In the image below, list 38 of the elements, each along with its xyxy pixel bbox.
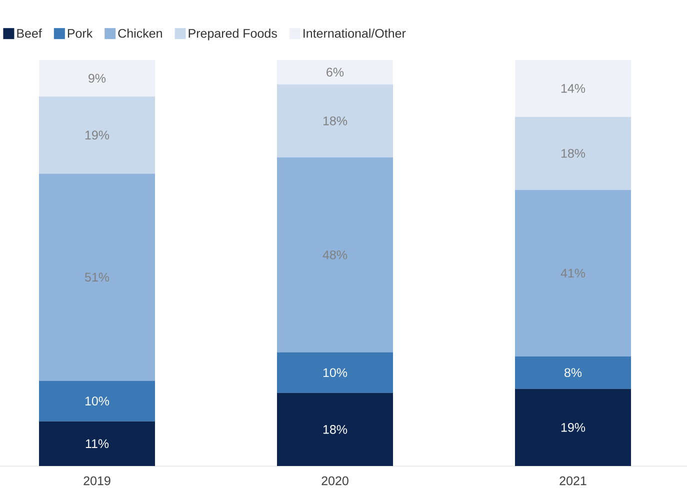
bar (277, 60, 394, 84)
data-label: 11% (86, 439, 109, 448)
data-label: 10% (85, 396, 110, 406)
bar (515, 356, 632, 389)
legend-label: Pork (68, 28, 93, 38)
x-tick-label: 2021 (560, 476, 586, 486)
data-label: 41% (560, 268, 586, 278)
data-label: 10% (323, 368, 348, 378)
bar (39, 96, 156, 174)
data-label: 51% (85, 272, 110, 282)
bar (39, 380, 156, 422)
legend-label: Chicken (118, 28, 162, 38)
data-label: 8% (564, 368, 582, 378)
legend-label: Beef (17, 28, 42, 38)
legend-label: International/Other (304, 28, 406, 38)
x-tick-label: 2020 (322, 476, 348, 486)
bar (277, 392, 394, 466)
bar (277, 84, 394, 158)
data-label: 18% (561, 148, 586, 158)
data-label: 48% (322, 250, 348, 260)
bar (39, 60, 156, 97)
data-label: 18% (323, 116, 348, 126)
x-tick-label: 2019 (84, 476, 110, 486)
bar (39, 174, 156, 381)
bar (515, 388, 632, 466)
data-label: 18% (323, 425, 348, 434)
data-label: 14% (561, 84, 586, 93)
data-label: 19% (85, 130, 110, 140)
bar (39, 421, 156, 466)
data-label: 19% (561, 423, 586, 432)
bar (515, 60, 632, 117)
legend-label: Prepared Foods (188, 28, 277, 40)
bar (277, 157, 394, 352)
bar (515, 190, 632, 356)
data-label: 9% (88, 74, 106, 83)
data-label: 6% (326, 68, 344, 77)
bar (515, 116, 632, 190)
bar (277, 352, 394, 393)
